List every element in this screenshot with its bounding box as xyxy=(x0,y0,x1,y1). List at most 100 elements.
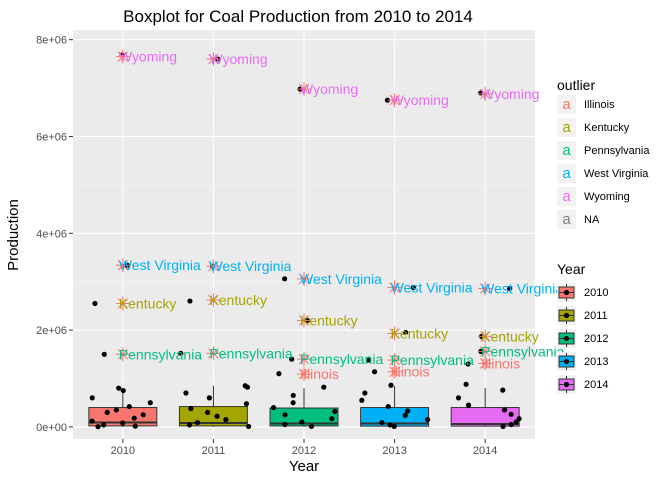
data-point xyxy=(507,285,513,292)
outlier-marker-2012 xyxy=(297,352,311,367)
data-point xyxy=(516,416,522,422)
data-point xyxy=(362,390,368,396)
outlier-label: Pennsylvania xyxy=(481,343,564,359)
marker-stroke xyxy=(479,283,491,294)
outlier-label: West Virginia xyxy=(300,271,382,287)
data-point xyxy=(132,423,138,429)
outlier-marker-2014 xyxy=(478,281,493,296)
data-point xyxy=(455,395,462,401)
data-point xyxy=(290,392,296,399)
legend-key xyxy=(557,118,576,137)
data-point xyxy=(116,385,122,391)
data-point xyxy=(131,415,137,421)
y-tick-label: 0e+00 xyxy=(36,422,67,434)
data-point xyxy=(384,97,391,103)
outlier-label: West Virginia xyxy=(119,257,201,273)
legend-key-letter: a xyxy=(562,96,571,113)
legend-key xyxy=(557,210,576,229)
data-point xyxy=(188,405,194,412)
data-point xyxy=(223,417,229,423)
outlier-label: West Virginia xyxy=(391,280,473,296)
data-point xyxy=(187,298,193,304)
outlier-label: Wyoming xyxy=(209,51,267,67)
marker-stroke xyxy=(479,331,491,342)
data-point xyxy=(186,422,193,428)
data-point xyxy=(500,423,506,430)
y-tick-label: 4e+06 xyxy=(36,228,67,240)
y-axis-title: Production xyxy=(5,199,22,271)
outlier-label: Illinois xyxy=(391,364,430,380)
outlier-layer: Wyoming West Virginia Kentucky Pennsylvania… xyxy=(115,49,565,382)
outlier-marker-2011 xyxy=(206,346,221,361)
data-point xyxy=(183,390,189,396)
outlier-label: Kentucky xyxy=(300,312,358,328)
legend-key-letter: a xyxy=(562,165,571,182)
data-point xyxy=(391,423,397,430)
data-point xyxy=(385,403,391,410)
marker-stroke xyxy=(117,259,129,271)
legend-label: 2011 xyxy=(584,310,608,322)
x-tick-label: 2010 xyxy=(111,445,135,457)
jitter-points xyxy=(89,52,522,430)
data-point xyxy=(424,417,431,423)
legend-point xyxy=(563,335,570,342)
data-point xyxy=(178,350,184,356)
data-point xyxy=(120,387,126,394)
data-point xyxy=(402,412,408,418)
data-point xyxy=(463,381,469,387)
data-point xyxy=(308,423,315,430)
y-tick-label: 8e+06 xyxy=(36,35,67,47)
y-tick-label: 6e+06 xyxy=(36,131,67,143)
data-point xyxy=(89,395,95,401)
grid-lines xyxy=(73,30,535,439)
data-point xyxy=(513,419,519,425)
legend-title-outlier: outlier xyxy=(557,77,595,93)
data-point xyxy=(289,356,295,362)
data-point xyxy=(101,422,107,428)
outlier-label: Wyoming xyxy=(481,86,539,102)
marker-stroke xyxy=(298,273,310,285)
marker-stroke xyxy=(208,294,219,306)
data-point xyxy=(379,419,385,426)
outlier-marker-2014 xyxy=(478,329,493,344)
data-point xyxy=(194,419,201,426)
outlier-marker-2013 xyxy=(387,280,402,295)
marker-stroke xyxy=(208,260,219,272)
data-point xyxy=(140,412,146,418)
chart-title: Boxplot for Coal Production from 2010 to… xyxy=(123,7,473,26)
outlier-label: Wyoming xyxy=(119,49,177,65)
legend-label: NA xyxy=(584,214,600,226)
data-point xyxy=(501,407,508,413)
data-point xyxy=(465,361,471,367)
outlier-label: Pennsylvania xyxy=(300,351,383,367)
outlier-marker-2011 xyxy=(206,259,221,274)
outlier-label: Pennsylvania xyxy=(391,352,474,368)
outlier-label: Pennsylvania xyxy=(119,346,202,362)
marker-stroke xyxy=(208,53,219,65)
data-point xyxy=(329,416,335,422)
marker-stroke xyxy=(389,354,400,366)
x-axis-title: Year xyxy=(289,458,319,475)
data-point xyxy=(365,357,371,363)
data-point xyxy=(371,369,378,375)
outlier-marker-2012 xyxy=(297,313,311,328)
outlier-label: Wyoming xyxy=(391,92,449,108)
box-2012 xyxy=(269,407,339,427)
legend-key-letter: a xyxy=(562,211,571,228)
outlier-marker-2013 xyxy=(387,326,402,341)
data-point xyxy=(120,420,126,426)
x-tick-label: 2011 xyxy=(202,445,226,457)
legend-label: 2014 xyxy=(584,379,608,391)
data-point xyxy=(359,397,365,403)
outlier-label: Pennsylvania xyxy=(209,345,292,361)
data-point xyxy=(95,424,101,430)
marker-stroke xyxy=(117,51,129,62)
outlier-label: Kentucky xyxy=(209,292,267,308)
data-point xyxy=(282,421,288,428)
legend-label: 2010 xyxy=(584,287,608,299)
legend-point xyxy=(563,358,570,365)
outlier-label: Kentucky xyxy=(119,295,177,311)
outlier-label: Kentucky xyxy=(391,325,449,341)
data-point xyxy=(89,418,95,424)
outlier-label: West Virginia xyxy=(481,280,563,296)
